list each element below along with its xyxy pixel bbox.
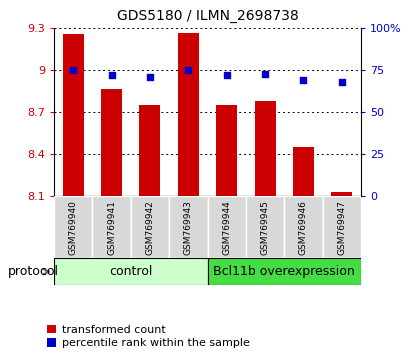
Bar (293, 147, 314, 196)
Bar (216, 105, 237, 196)
Text: GSM769942: GSM769942 (145, 200, 154, 255)
Legend: transformed count, percentile rank within the sample: transformed count, percentile rank withi… (47, 325, 249, 348)
Bar (178, 33, 199, 196)
Point (339, 79, 345, 85)
Bar (169, 196, 208, 258)
Point (108, 73, 115, 78)
Text: GSM769940: GSM769940 (68, 200, 78, 255)
Text: GSM769941: GSM769941 (107, 200, 116, 255)
Bar (101, 88, 122, 196)
Text: control: control (109, 265, 152, 278)
Bar (93, 196, 131, 258)
Bar (208, 258, 361, 285)
Text: GSM769945: GSM769945 (261, 200, 270, 255)
Point (185, 68, 192, 73)
Text: GSM769943: GSM769943 (184, 200, 193, 255)
Text: GSM769944: GSM769944 (222, 200, 231, 255)
Text: GDS5180 / ILMN_2698738: GDS5180 / ILMN_2698738 (117, 9, 298, 23)
Bar (208, 196, 246, 258)
Text: GSM769947: GSM769947 (337, 200, 347, 255)
Bar (323, 196, 361, 258)
Bar (131, 196, 169, 258)
Bar (54, 258, 208, 285)
Bar (139, 105, 161, 196)
Point (70, 68, 76, 73)
Bar (246, 196, 284, 258)
Point (146, 74, 153, 80)
Point (262, 71, 269, 76)
Text: Bcl11b overexpression: Bcl11b overexpression (213, 265, 355, 278)
Bar (54, 196, 92, 258)
Bar (284, 196, 323, 258)
Text: GSM769946: GSM769946 (299, 200, 308, 255)
Text: protocol: protocol (8, 266, 59, 278)
Bar (63, 34, 84, 196)
Bar (254, 101, 276, 196)
Point (300, 78, 307, 83)
Point (223, 73, 230, 78)
Bar (331, 192, 352, 196)
